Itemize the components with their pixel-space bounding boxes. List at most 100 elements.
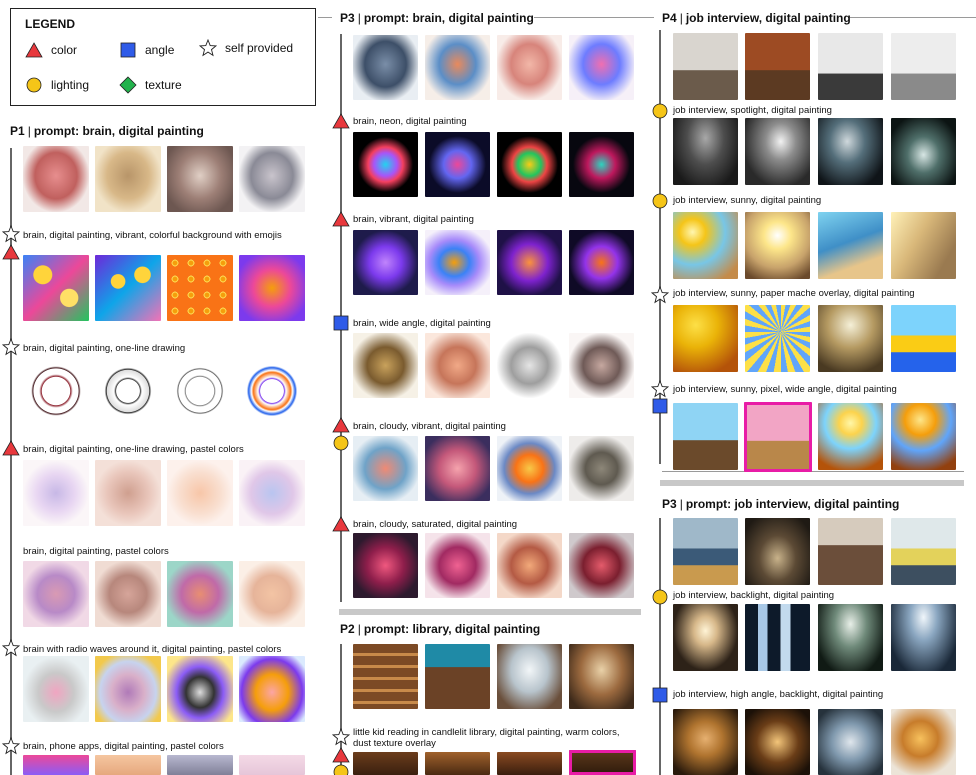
generated-image	[745, 709, 810, 775]
step-label: brain, digital painting, pastel colors	[23, 546, 169, 557]
section-title-p4-job: P4 | job interview, digital painting	[662, 11, 851, 25]
step-label: job interview, spotlight, digital painti…	[673, 105, 832, 116]
generated-image	[95, 460, 161, 526]
generated-image	[745, 118, 810, 185]
generated-image	[891, 305, 956, 372]
triangle-icon	[2, 439, 20, 457]
generated-image	[239, 146, 305, 212]
generated-image	[95, 146, 161, 212]
triangle-icon	[332, 746, 350, 764]
step-label: brain, cloudy, saturated, digital painti…	[353, 519, 518, 530]
step-label: brain, digital painting, one-line drawin…	[23, 444, 244, 455]
generated-image	[239, 561, 305, 627]
generated-image	[818, 118, 883, 185]
generated-image	[239, 255, 305, 321]
generated-image	[167, 146, 233, 212]
generated-image	[891, 33, 956, 100]
generated-image	[167, 460, 233, 526]
square-icon	[651, 686, 669, 704]
section-divider	[660, 480, 964, 486]
timeline-p3-job	[659, 518, 661, 775]
step-label: brain with radio waves around it, digita…	[23, 644, 282, 655]
timeline-p2-library	[340, 644, 342, 775]
generated-image	[167, 656, 233, 722]
legend-item-self-provided: self provided	[199, 39, 293, 57]
section-title-p2-library: P2 | prompt: library, digital painting	[340, 622, 541, 636]
generated-image	[95, 755, 161, 775]
section-rule	[534, 17, 654, 18]
generated-image	[497, 333, 562, 398]
star-icon	[2, 737, 20, 755]
generated-image	[745, 305, 810, 372]
generated-image	[425, 533, 490, 598]
section-rule	[850, 17, 976, 18]
generated-image	[497, 752, 562, 775]
timeline-p1-brain	[10, 148, 12, 775]
generated-image	[891, 518, 956, 585]
step-label: brain, cloudy, vibrant, digital painting	[353, 421, 506, 432]
circle-icon	[651, 192, 669, 210]
star-icon	[2, 225, 20, 243]
section-title-p1-brain: P1 | prompt: brain, digital painting	[10, 124, 204, 138]
generated-image	[239, 358, 305, 424]
generated-image	[353, 644, 418, 709]
generated-image	[95, 255, 161, 321]
generated-image	[673, 33, 738, 100]
generated-image	[23, 656, 89, 722]
generated-image	[425, 230, 490, 295]
step-label: brain, neon, digital painting	[353, 116, 467, 127]
generated-image	[569, 230, 634, 295]
circle-icon	[332, 434, 350, 452]
generated-image	[23, 755, 89, 775]
triangle-icon	[25, 41, 43, 59]
generated-image	[569, 333, 634, 398]
generated-image	[425, 644, 490, 709]
star-icon	[199, 39, 217, 57]
legend-item-angle: angle	[119, 41, 174, 59]
generated-image	[818, 403, 883, 470]
generated-image	[891, 118, 956, 185]
legend-title: LEGEND	[25, 17, 76, 31]
generated-image	[745, 518, 810, 585]
generated-image	[673, 212, 738, 279]
section-rule	[662, 471, 964, 472]
step-label: brain, wide angle, digital painting	[353, 318, 491, 329]
triangle-icon	[332, 210, 350, 228]
star-icon	[651, 286, 669, 304]
generated-image	[353, 436, 418, 501]
generated-image	[673, 118, 738, 185]
generated-image	[673, 604, 738, 671]
generated-image	[569, 436, 634, 501]
generated-image	[95, 656, 161, 722]
generated-image	[239, 460, 305, 526]
generated-image	[239, 656, 305, 722]
legend-item-lighting: lighting	[25, 76, 89, 94]
generated-image	[891, 212, 956, 279]
step-label: job interview, backlight, digital painti…	[673, 590, 835, 601]
generated-image	[353, 533, 418, 598]
generated-image	[818, 604, 883, 671]
square-icon	[119, 41, 137, 59]
generated-image	[353, 230, 418, 295]
generated-image	[23, 460, 89, 526]
step-label: job interview, high angle, backlight, di…	[673, 689, 884, 700]
generated-image	[167, 255, 233, 321]
generated-image	[23, 561, 89, 627]
triangle-icon	[332, 515, 350, 533]
generated-image	[497, 533, 562, 598]
generated-image	[818, 518, 883, 585]
generated-image	[167, 755, 233, 775]
step-label: brain, phone apps, digital painting, pas…	[23, 741, 224, 752]
generated-image	[95, 561, 161, 627]
generated-image	[673, 305, 738, 372]
generated-image	[673, 518, 738, 585]
section-divider	[339, 609, 641, 615]
square-icon	[332, 314, 350, 332]
circle-icon	[651, 102, 669, 120]
star-icon	[651, 380, 669, 398]
circle-icon	[25, 76, 43, 94]
generated-image	[353, 752, 418, 775]
step-label: brain, digital painting, vibrant, colorf…	[23, 230, 282, 241]
generated-image	[497, 35, 562, 100]
timeline-p4-job	[659, 30, 661, 464]
